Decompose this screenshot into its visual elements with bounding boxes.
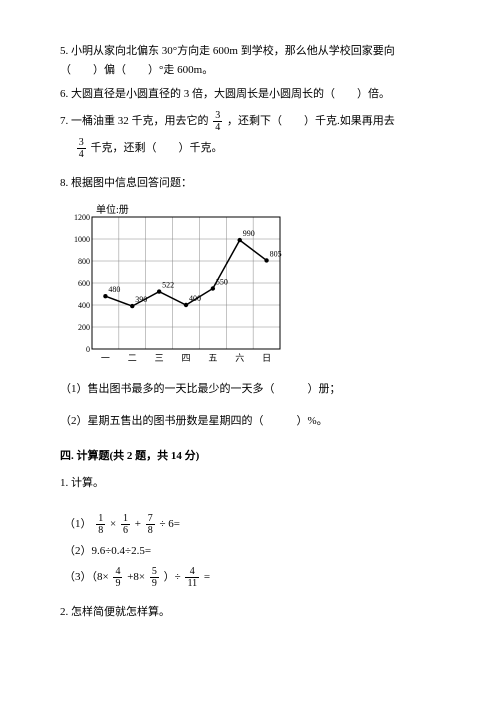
svg-text:六: 六 [235,352,244,363]
c1-op2: + [135,518,144,530]
question-6: 6. 大圆直径是小圆直径的 3 倍，大圆周长是小圆周长的（ ）倍。 [60,85,440,104]
svg-text:0: 0 [86,345,90,354]
q7-frac-2: 3 4 [77,137,86,160]
calc-2: （2）9.6÷0.4÷2.5= [60,542,440,561]
q8-sub2: （2）星期五售出的图书册数是星期四的（ ）%。 [60,412,440,431]
svg-text:200: 200 [78,323,90,332]
question-8-title: 8. 根据图中信息回答问题： [60,174,440,193]
svg-text:400: 400 [78,301,90,310]
calc-3: （3）（8× 49 +8× 59 ）÷ 411 = [60,566,440,589]
c1-op3: ÷ 6= [159,518,180,530]
q5-line1: 5. 小明从家向北偏东 30°方向走 600m 到学校，那么他从学校回家要向 [60,42,440,61]
section-4-title: 四. 计算题(共 2 题，共 14 分) [60,447,440,466]
svg-text:三: 三 [155,353,164,363]
c1-f2: 16 [121,513,130,536]
c1-prefix: （1） [64,518,92,530]
q5-line2: （ ）偏（ ）°走 600m。 [60,61,440,80]
line-chart-svg: 单位:册 0 200 400 600 800 1000 1200 一 二 三 四 五 六 日 480 390 52… [66,201,286,366]
svg-text:1000: 1000 [74,235,90,244]
c3-f1: 49 [113,566,122,589]
c1-f1: 18 [96,513,105,536]
q7-text-c: 千克，还剩（ ）千克。 [91,142,223,154]
svg-text:日: 日 [262,353,271,363]
q8-sub1: （1）售出图书最多的一天比最少的一天多（ ）册； [60,380,440,399]
svg-text:四: 四 [181,353,190,363]
svg-text:390: 390 [135,295,147,304]
question-5: 5. 小明从家向北偏东 30°方向走 600m 到学校，那么他从学校回家要向 （… [60,42,440,79]
svg-text:480: 480 [108,285,120,294]
question-7: 7. 一桶油重 32 千克，用去它的 3 4 ，还剩下（ ）千克.如果再用去 3… [60,110,440,160]
svg-text:二: 二 [128,353,137,363]
c3-f3: 411 [185,566,199,589]
q7-text-a: 7. 一桶油重 32 千克，用去它的 [60,115,209,127]
svg-text:单位:册: 单位:册 [96,203,129,216]
svg-text:805: 805 [270,249,282,258]
c1-op1: × [110,518,119,530]
svg-text:600: 600 [78,279,90,288]
c3-mid1: +8× [127,571,148,583]
svg-text:990: 990 [243,229,255,238]
svg-text:400: 400 [189,294,201,303]
q7-text-b: ，还剩下（ ）千克.如果再用去 [227,115,395,127]
c1-f3: 78 [146,513,155,536]
q7-frac-1: 3 4 [213,110,222,133]
calc-1: （1） 18 × 16 + 78 ÷ 6= [60,513,440,536]
c3-prefix: （3）（8× [64,571,111,583]
c3-suffix: = [204,571,210,583]
svg-text:522: 522 [162,280,174,289]
c3-f2: 59 [150,566,159,589]
svg-text:一: 一 [101,353,110,363]
calc-q1-title: 1. 计算。 [60,474,440,493]
c3-mid2: ）÷ [164,571,184,583]
svg-text:550: 550 [216,277,228,286]
svg-text:800: 800 [78,257,90,266]
calc-q2-title: 2. 怎样简便就怎样算。 [60,603,440,622]
q8-chart: 单位:册 0 200 400 600 800 1000 1200 一 二 三 四 五 六 日 480 390 52… [60,201,440,366]
svg-text:1200: 1200 [74,213,90,222]
svg-text:五: 五 [208,353,217,363]
